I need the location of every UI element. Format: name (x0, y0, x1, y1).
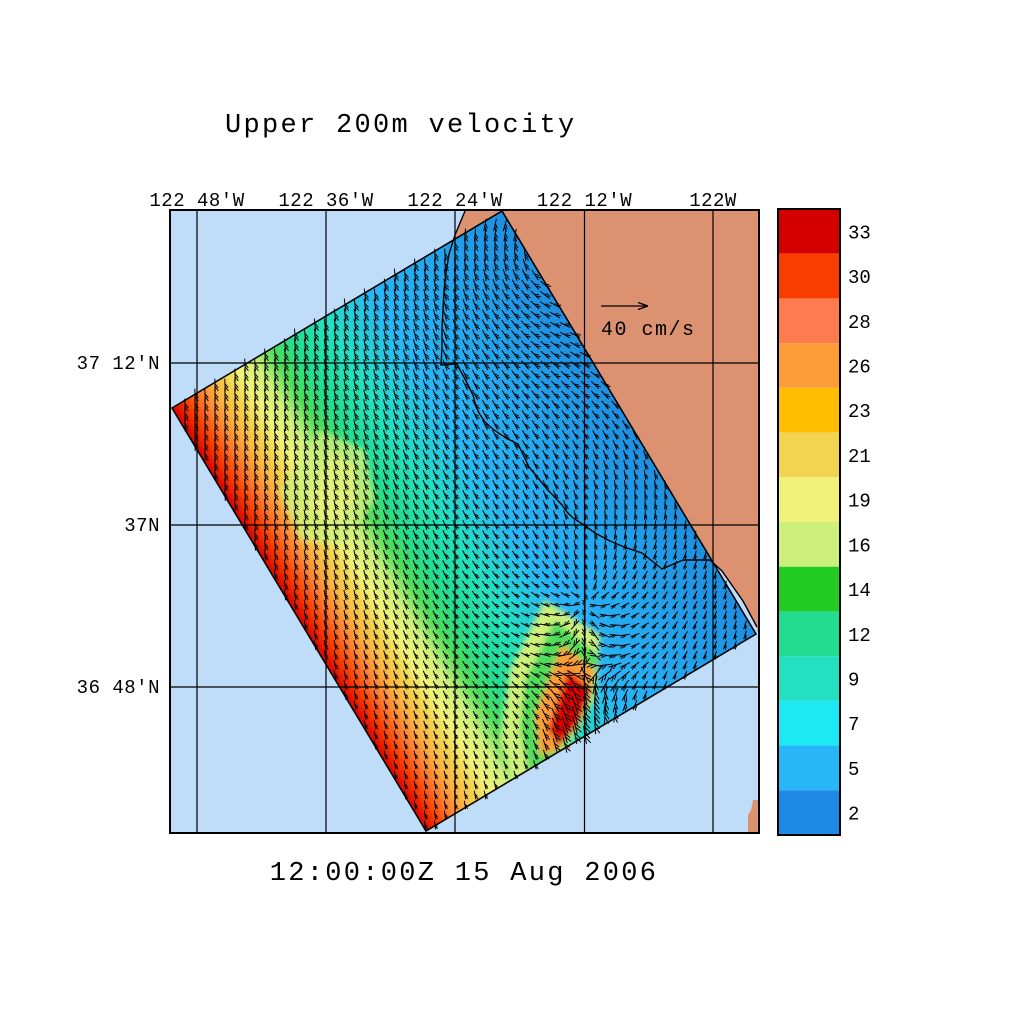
svg-text:21: 21 (848, 446, 871, 468)
svg-text:26: 26 (848, 357, 871, 379)
svg-text:12: 12 (848, 625, 871, 647)
svg-text:37N: 37N (124, 515, 160, 537)
svg-text:28: 28 (848, 312, 871, 334)
svg-text:33: 33 (848, 222, 871, 244)
svg-text:7: 7 (848, 714, 859, 736)
svg-text:122 12'W: 122 12'W (537, 190, 632, 212)
svg-text:16: 16 (848, 535, 871, 557)
svg-text:14: 14 (848, 580, 871, 602)
svg-text:2: 2 (848, 804, 859, 826)
svg-text:122 48'W: 122 48'W (149, 190, 244, 212)
svg-text:122W: 122W (689, 190, 737, 212)
svg-text:19: 19 (848, 491, 871, 513)
svg-text:122 36'W: 122 36'W (278, 190, 373, 212)
svg-text:12:00:00Z 15 Aug 2006: 12:00:00Z 15 Aug 2006 (270, 859, 659, 889)
svg-text:40 cm/s: 40 cm/s (601, 319, 696, 342)
svg-text:122 24'W: 122 24'W (407, 190, 502, 212)
svg-text:36 48'N: 36 48'N (77, 677, 160, 699)
svg-text:23: 23 (848, 401, 871, 423)
svg-text:30: 30 (848, 267, 871, 289)
svg-text:37 12'N: 37 12'N (77, 353, 160, 375)
svg-text:9: 9 (848, 670, 859, 692)
svg-text:5: 5 (848, 759, 859, 781)
svg-text:Upper 200m velocity: Upper 200m velocity (225, 111, 577, 141)
